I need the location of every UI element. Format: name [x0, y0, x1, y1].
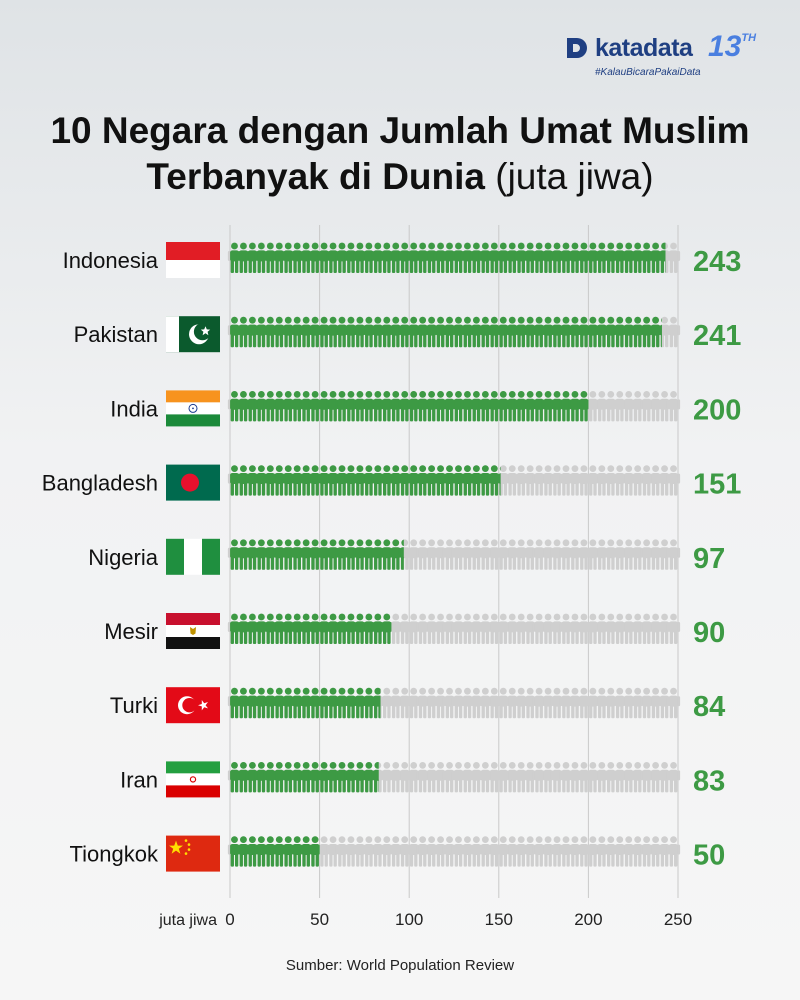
- chart-row: Turki 84: [110, 687, 725, 724]
- x-tick-label: 200: [574, 910, 602, 929]
- chart-row: Mesir 90: [104, 613, 725, 649]
- title-line-2: Terbanyak di Dunia (juta jiwa): [0, 154, 800, 200]
- katadata-d-icon: [567, 38, 587, 58]
- value-label: 241: [693, 320, 741, 352]
- category-label: Nigeria: [88, 545, 158, 570]
- brand-name: katadata: [595, 34, 693, 62]
- value-label: 83: [693, 765, 725, 797]
- chart-row: Nigeria 97: [88, 538, 725, 575]
- category-label: Indonesia: [63, 248, 159, 273]
- china-flag-icon: [166, 835, 220, 872]
- x-tick-label: 150: [485, 910, 513, 929]
- category-label: Pakistan: [74, 322, 158, 347]
- tagline: #KalauBicaraPakaiData: [595, 67, 701, 78]
- value-label: 97: [693, 543, 725, 575]
- category-label: India: [110, 396, 158, 421]
- chart-rows: Indonesia 243 Pakistan 241 India 200 Banglades…: [42, 242, 741, 872]
- title-line-1: 10 Negara dengan Jumlah Umat Muslim: [50, 110, 750, 151]
- katadata-logo: katadata 13TH #KalauBicaraPakaiData: [565, 30, 775, 90]
- anniversary-suffix: TH: [741, 32, 757, 44]
- title-unit: (juta jiwa): [495, 156, 654, 197]
- chart-row: Tiongkok 50: [70, 835, 725, 872]
- value-label: 200: [693, 394, 741, 426]
- chart-title: 10 Negara dengan Jumlah Umat Muslim Terb…: [0, 108, 800, 200]
- source-note: Sumber: World Population Review: [285, 957, 515, 974]
- value-bar: [230, 316, 662, 348]
- value-label: 90: [693, 617, 725, 649]
- gridlines: [229, 225, 679, 898]
- category-label: Mesir: [104, 619, 158, 644]
- bangladesh-flag-icon: [166, 464, 220, 501]
- chart-row: India 200: [110, 389, 741, 427]
- india-flag-icon: [165, 389, 221, 427]
- chart-row: Pakistan 241: [74, 316, 741, 353]
- x-axis: juta jiwa 0 50 100 150 200 250: [158, 910, 692, 929]
- value-label: 50: [693, 840, 725, 872]
- x-tick-label: 100: [395, 910, 423, 929]
- x-axis-label: juta jiwa: [158, 912, 217, 929]
- category-label: Bangladesh: [42, 471, 158, 496]
- x-tick-label: 0: [225, 910, 234, 929]
- value-bar: [230, 242, 666, 273]
- indonesia-flag-icon: [166, 242, 220, 278]
- nigeria-flag-icon: [166, 538, 220, 575]
- anniversary-number: 13: [708, 30, 742, 63]
- pakistan-flag-icon: [166, 316, 220, 353]
- turkey-flag-icon: [166, 687, 220, 724]
- chart-row: Bangladesh 151: [42, 464, 741, 501]
- value-label: 151: [693, 469, 741, 501]
- value-label: 84: [693, 691, 725, 723]
- value-label: 243: [693, 246, 741, 278]
- egypt-flag-icon: [166, 613, 220, 649]
- x-tick-label: 50: [310, 910, 329, 929]
- chart-row: Iran 83: [120, 760, 725, 799]
- iran-flag-icon: [165, 760, 221, 799]
- x-tick-label: 250: [664, 910, 692, 929]
- title-line-2-text: Terbanyak di Dunia: [146, 156, 485, 197]
- category-label: Turki: [110, 693, 158, 718]
- chart-row: Indonesia 243: [63, 242, 741, 278]
- category-label: Tiongkok: [70, 842, 159, 867]
- anniversary-badge: 13TH: [708, 30, 756, 64]
- category-label: Iran: [120, 767, 158, 792]
